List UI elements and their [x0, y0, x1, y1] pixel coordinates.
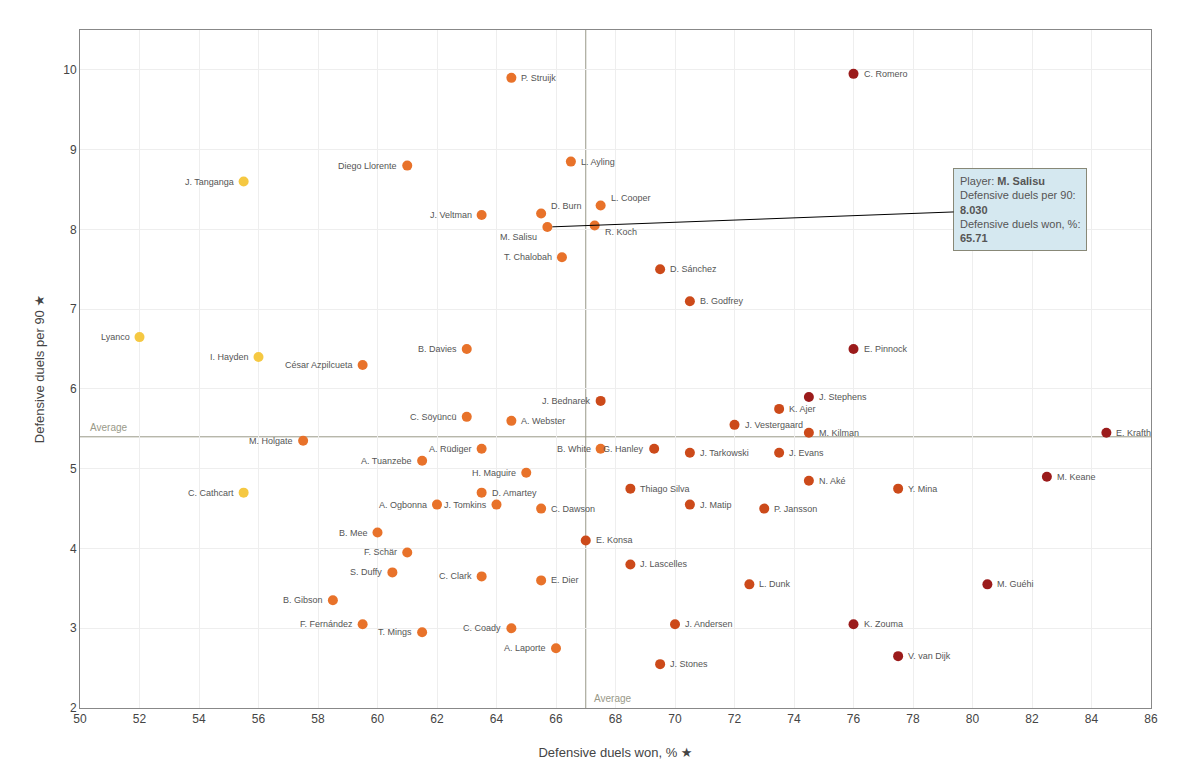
svg-text:L. Dunk: L. Dunk	[759, 579, 791, 589]
svg-text:56: 56	[252, 712, 266, 726]
svg-text:D. Burn: D. Burn	[551, 201, 582, 211]
svg-text:E. Konsa: E. Konsa	[596, 535, 633, 545]
svg-text:I. Hayden: I. Hayden	[210, 352, 249, 362]
svg-text:R. Koch: R. Koch	[605, 227, 637, 237]
svg-text:C. Cathcart: C. Cathcart	[188, 488, 234, 498]
svg-text:A. Ogbonna: A. Ogbonna	[379, 500, 427, 510]
svg-text:10: 10	[63, 63, 77, 77]
svg-text:70: 70	[668, 712, 682, 726]
svg-text:J. Andersen: J. Andersen	[685, 619, 733, 629]
svg-text:E. Krafth: E. Krafth	[1116, 428, 1151, 438]
svg-text:A. Laporte: A. Laporte	[504, 643, 546, 653]
svg-text:Y. Mina: Y. Mina	[908, 484, 937, 494]
svg-text:T. Mings: T. Mings	[378, 627, 412, 637]
svg-text:Defensive duels per 90 ★: Defensive duels per 90 ★	[32, 295, 47, 443]
svg-text:P. Struijk: P. Struijk	[521, 73, 556, 83]
svg-text:M. Kilman: M. Kilman	[819, 428, 859, 438]
svg-text:A. Rüdiger: A. Rüdiger	[429, 444, 472, 454]
svg-text:J. Veltman: J. Veltman	[430, 210, 472, 220]
svg-text:Average: Average	[90, 422, 128, 433]
svg-text:72: 72	[728, 712, 742, 726]
svg-text:A. Tuanzebe: A. Tuanzebe	[361, 456, 412, 466]
svg-text:V. van Dijk: V. van Dijk	[908, 651, 951, 661]
svg-text:C. Coady: C. Coady	[463, 623, 501, 633]
svg-text:B. Godfrey: B. Godfrey	[700, 296, 744, 306]
svg-text:César Azpilcueta: César Azpilcueta	[285, 360, 353, 370]
svg-text:9: 9	[70, 143, 77, 157]
svg-text:F. Fernández: F. Fernández	[300, 619, 353, 629]
svg-text:B. White: B. White	[557, 444, 591, 454]
svg-text:M. Salisu: M. Salisu	[500, 232, 537, 242]
svg-text:G. Hanley: G. Hanley	[603, 444, 644, 454]
svg-text:62: 62	[430, 712, 444, 726]
svg-text:Thiago Silva: Thiago Silva	[640, 484, 690, 494]
svg-text:60: 60	[371, 712, 385, 726]
svg-text:C. Söyüncü: C. Söyüncü	[410, 412, 457, 422]
svg-text:58: 58	[311, 712, 325, 726]
svg-text:B. Davies: B. Davies	[418, 344, 457, 354]
svg-text:82: 82	[1025, 712, 1039, 726]
svg-text:Lyanco: Lyanco	[101, 332, 130, 342]
svg-text:P. Jansson: P. Jansson	[774, 504, 817, 514]
svg-text:J. Tarkowski: J. Tarkowski	[700, 448, 749, 458]
svg-text:3: 3	[70, 621, 77, 635]
svg-text:86: 86	[1144, 712, 1158, 726]
svg-text:6: 6	[70, 382, 77, 396]
svg-text:74: 74	[787, 712, 801, 726]
svg-text:80: 80	[966, 712, 980, 726]
svg-text:F. Schär: F. Schär	[364, 547, 397, 557]
svg-text:J. Evans: J. Evans	[789, 448, 824, 458]
svg-text:C. Romero: C. Romero	[864, 69, 908, 79]
svg-text:C. Dawson: C. Dawson	[551, 504, 595, 514]
svg-text:78: 78	[906, 712, 920, 726]
svg-text:M. Holgate: M. Holgate	[249, 436, 293, 446]
svg-text:B. Gibson: B. Gibson	[283, 595, 323, 605]
svg-text:64: 64	[490, 712, 504, 726]
svg-text:5: 5	[70, 462, 77, 476]
svg-text:M. Keane: M. Keane	[1057, 472, 1096, 482]
svg-text:S. Duffy: S. Duffy	[350, 567, 382, 577]
svg-text:4: 4	[70, 542, 77, 556]
svg-text:J. Matip: J. Matip	[700, 500, 732, 510]
svg-text:J. Lascelles: J. Lascelles	[640, 559, 688, 569]
svg-text:Player: M. SalisuDefensive due: Player: M. SalisuDefensive duels per 90:…	[960, 175, 1080, 244]
svg-text:L. Cooper: L. Cooper	[611, 193, 651, 203]
svg-text:Defensive duels won, % ★: Defensive duels won, % ★	[538, 745, 692, 760]
svg-text:68: 68	[609, 712, 623, 726]
svg-text:J. Bednarek: J. Bednarek	[542, 396, 591, 406]
svg-text:J. Stones: J. Stones	[670, 659, 708, 669]
svg-text:50: 50	[73, 712, 87, 726]
svg-text:J. Tanganga: J. Tanganga	[185, 177, 234, 187]
svg-text:2: 2	[70, 701, 77, 715]
svg-text:J. Vestergaard: J. Vestergaard	[745, 420, 803, 430]
svg-text:H. Maguire: H. Maguire	[472, 468, 516, 478]
svg-text:54: 54	[192, 712, 206, 726]
svg-text:D. Sánchez: D. Sánchez	[670, 264, 717, 274]
svg-text:8: 8	[70, 223, 77, 237]
svg-text:A. Webster: A. Webster	[521, 416, 565, 426]
svg-text:Average: Average	[594, 693, 632, 704]
svg-text:66: 66	[549, 712, 563, 726]
svg-text:K. Zouma: K. Zouma	[864, 619, 903, 629]
svg-text:E. Pinnock: E. Pinnock	[864, 344, 908, 354]
svg-text:M. Guéhi: M. Guéhi	[997, 579, 1034, 589]
svg-text:7: 7	[70, 302, 77, 316]
svg-text:E. Dier: E. Dier	[551, 575, 579, 585]
svg-text:C. Clark: C. Clark	[439, 571, 472, 581]
svg-text:K. Ajer: K. Ajer	[789, 404, 816, 414]
svg-text:52: 52	[133, 712, 147, 726]
svg-text:J. Tomkins: J. Tomkins	[444, 500, 487, 510]
svg-text:B. Mee: B. Mee	[339, 528, 368, 538]
svg-text:Diego Llorente: Diego Llorente	[338, 161, 397, 171]
svg-text:N. Aké: N. Aké	[819, 476, 846, 486]
svg-text:84: 84	[1085, 712, 1099, 726]
svg-text:J. Stephens: J. Stephens	[819, 392, 867, 402]
svg-text:T. Chalobah: T. Chalobah	[504, 252, 552, 262]
svg-text:L. Ayling: L. Ayling	[581, 157, 615, 167]
svg-text:D. Amartey: D. Amartey	[492, 488, 537, 498]
svg-text:76: 76	[847, 712, 861, 726]
